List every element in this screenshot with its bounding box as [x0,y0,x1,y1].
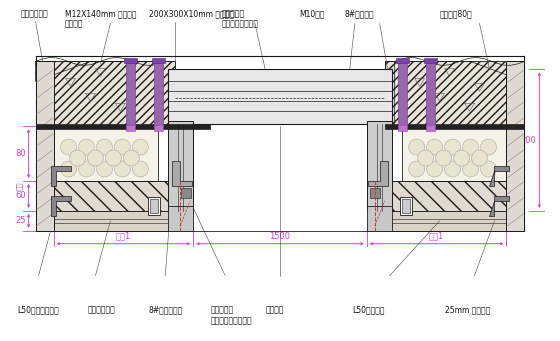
Bar [426,61,435,126]
Text: 窗户立柱: 窗户立柱 [266,306,284,315]
Bar [385,124,524,129]
Text: 200X300X10mm 钢转换板: 200X300X10mm 钢转换板 [149,9,234,18]
Circle shape [87,150,104,166]
Polygon shape [172,161,192,186]
Circle shape [480,161,497,177]
Circle shape [445,161,460,177]
Text: M12X140mm 钢筋锚螺: M12X140mm 钢筋锚螺 [65,9,137,18]
Polygon shape [469,61,524,81]
Bar [396,58,409,63]
Bar [426,125,435,131]
Text: 锚筋头件: 锚筋头件 [65,19,83,28]
Text: 角铝规格80厚: 角铝规格80厚 [439,9,472,18]
Bar [367,121,392,211]
Text: 钢腐横筋密封胶处理: 钢腐横筋密封胶处理 [210,316,252,325]
Circle shape [436,150,451,166]
Bar [506,61,524,231]
Bar [367,206,392,231]
Text: 不锈钢打孔件: 不锈钢打孔件 [87,306,115,315]
Text: L50型材包铝横框: L50型材包铝横框 [17,306,59,315]
Circle shape [427,161,442,177]
Circle shape [96,161,113,177]
Bar [150,199,158,213]
Circle shape [132,161,148,177]
Text: 缝宽1: 缝宽1 [429,232,444,241]
Text: 80: 80 [15,149,26,158]
Bar [36,61,54,231]
Bar [124,58,137,63]
Text: 原混凝土结构: 原混凝土结构 [20,9,48,18]
Circle shape [96,139,113,155]
Bar [168,206,193,231]
Text: 泡沫填塞处: 泡沫填塞处 [221,9,245,18]
Bar [36,124,210,129]
Bar [385,181,524,211]
Circle shape [463,139,478,155]
Text: 泡沫填塞处: 泡沫填塞处 [210,306,234,315]
Bar [54,126,158,181]
Polygon shape [50,196,71,216]
Circle shape [409,161,424,177]
Polygon shape [489,166,510,186]
Bar [402,126,506,181]
Polygon shape [50,166,71,186]
Circle shape [132,139,148,155]
Circle shape [418,150,433,166]
Bar [127,125,136,131]
Text: 1500: 1500 [269,232,291,241]
Circle shape [472,150,488,166]
Bar [155,61,164,126]
Circle shape [409,139,424,155]
Bar [385,61,524,126]
Text: 缝宽: 缝宽 [16,182,22,190]
Text: M10螺栓: M10螺栓 [300,9,325,18]
Bar [181,188,191,198]
Circle shape [123,150,139,166]
Circle shape [114,139,130,155]
Text: 25mm 石材板材: 25mm 石材板材 [445,306,490,315]
Text: 8#槽钢竖挂件: 8#槽钢竖挂件 [149,306,183,315]
Polygon shape [368,161,388,186]
Polygon shape [36,61,175,126]
Text: 中性点嵌缝密封胶: 中性点嵌缝密封胶 [221,19,258,28]
Bar [402,199,410,213]
Circle shape [454,150,469,166]
Text: 200: 200 [521,136,536,145]
Circle shape [105,150,122,166]
Bar [148,197,160,215]
Bar [36,181,175,211]
Bar [370,188,380,198]
Circle shape [114,161,130,177]
Bar [36,211,175,231]
Text: 25: 25 [15,216,26,225]
Bar [385,211,524,231]
Bar [152,58,165,63]
Text: 60: 60 [15,191,26,201]
Bar [168,70,392,124]
Text: L50型材槽铝: L50型材槽铝 [353,306,385,315]
Bar [398,61,407,126]
Circle shape [78,161,95,177]
Polygon shape [489,196,510,216]
Bar [155,125,164,131]
Circle shape [480,139,497,155]
Circle shape [445,139,460,155]
Circle shape [60,161,77,177]
Bar [398,125,407,131]
Circle shape [69,150,86,166]
Text: 缝宽1: 缝宽1 [116,232,131,241]
Circle shape [463,161,478,177]
Bar [400,197,412,215]
Circle shape [60,139,77,155]
Polygon shape [36,61,91,81]
Circle shape [78,139,95,155]
Bar [127,61,136,126]
Text: 8#槽钢横料: 8#槽钢横料 [344,9,374,18]
Bar [424,58,437,63]
Bar [168,121,193,211]
Circle shape [427,139,442,155]
